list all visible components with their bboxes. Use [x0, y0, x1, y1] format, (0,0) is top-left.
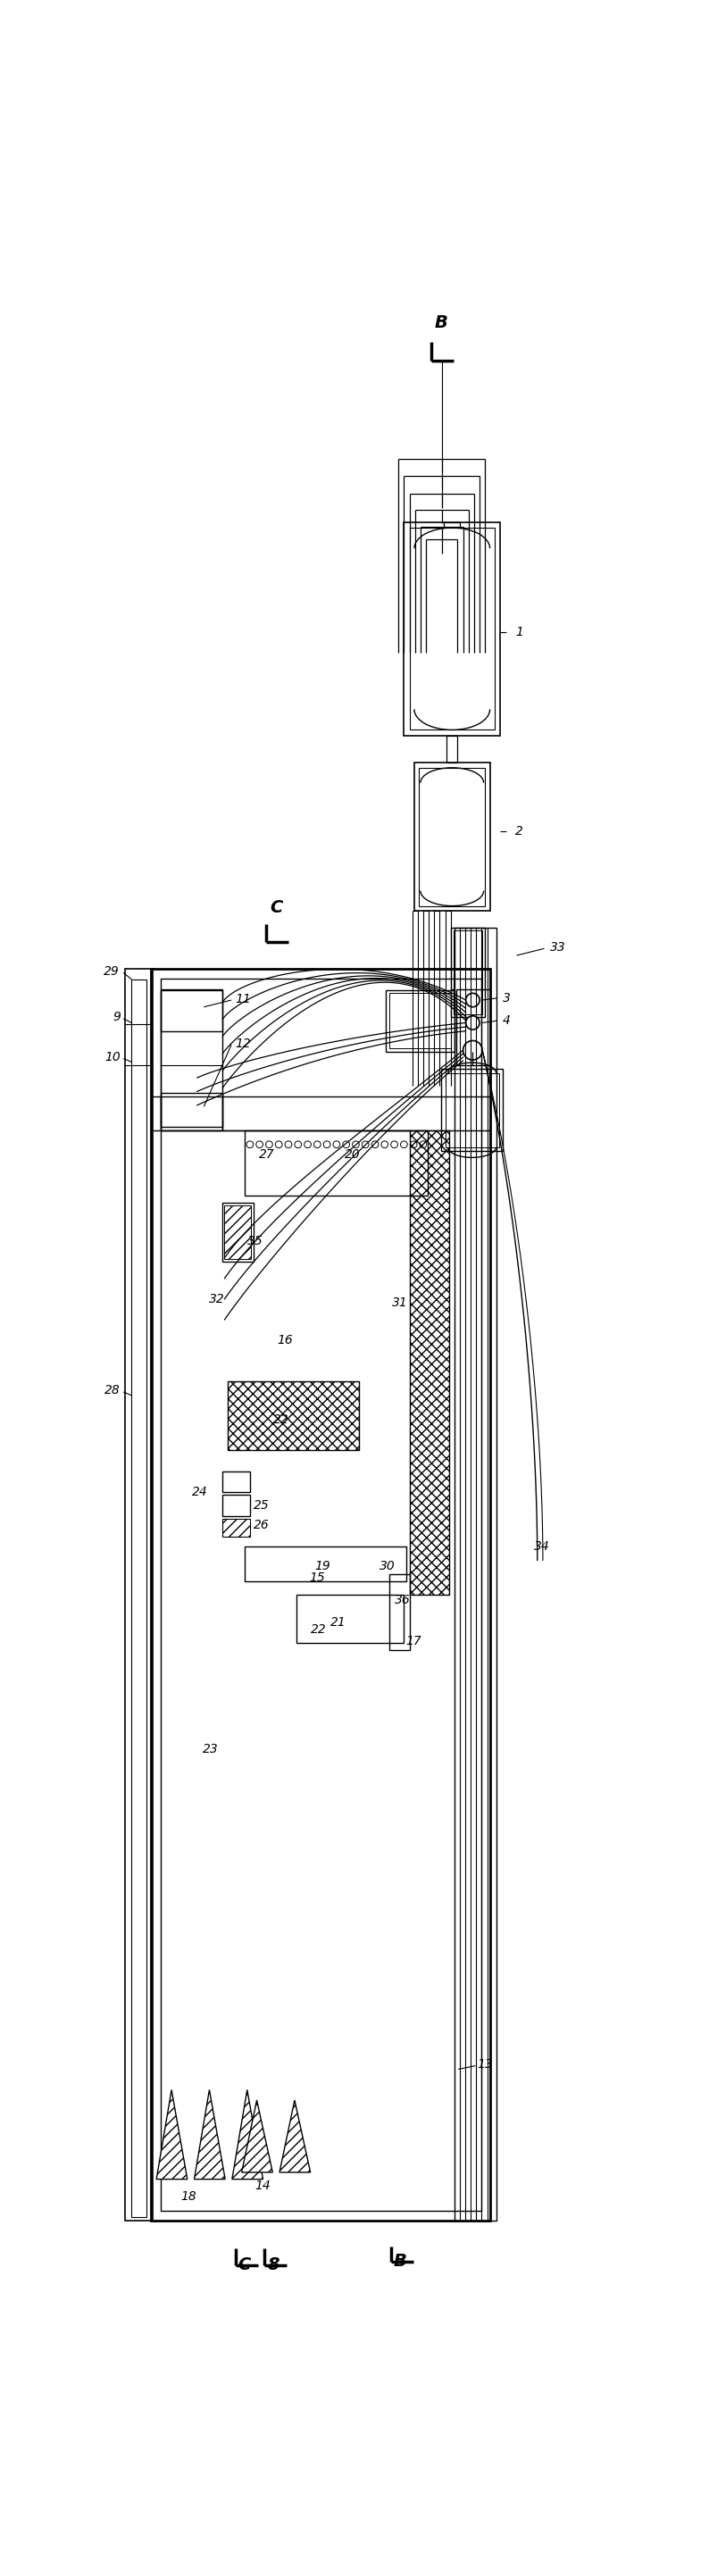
Bar	[409, 1131, 450, 1595]
Bar	[386, 989, 454, 1051]
Bar	[160, 989, 223, 1030]
Text: 31: 31	[391, 1296, 408, 1309]
Bar	[445, 1074, 499, 1146]
Text: 12: 12	[235, 1038, 251, 1048]
Bar	[419, 768, 485, 907]
Text: 9: 9	[113, 1010, 121, 1023]
Text: 17: 17	[406, 1636, 421, 1649]
Text: 13: 13	[477, 2058, 493, 2071]
Bar	[389, 994, 452, 1048]
Text: 26: 26	[253, 1517, 269, 1530]
Text: 18: 18	[181, 2190, 196, 2202]
Bar	[228, 1381, 359, 1450]
Circle shape	[323, 1141, 330, 1149]
Text: 33: 33	[549, 940, 566, 953]
Text: 16: 16	[277, 1334, 294, 1347]
Circle shape	[420, 1141, 427, 1149]
Bar	[296, 1595, 403, 1643]
Bar	[228, 1381, 359, 1450]
Text: 28: 28	[105, 1383, 121, 1396]
Polygon shape	[194, 2089, 225, 2179]
Circle shape	[314, 1141, 320, 1149]
Text: 22: 22	[274, 1414, 289, 1425]
Text: C: C	[238, 2257, 251, 2275]
Bar	[451, 927, 485, 1018]
Text: 21: 21	[330, 1615, 346, 1628]
Polygon shape	[242, 2099, 272, 2172]
Circle shape	[247, 1141, 253, 1149]
Text: 11: 11	[235, 992, 251, 1005]
Circle shape	[352, 1141, 359, 1149]
Circle shape	[285, 1141, 292, 1149]
Text: 8: 8	[267, 2257, 279, 2275]
Text: 24: 24	[192, 1486, 208, 1497]
Circle shape	[381, 1141, 388, 1149]
Circle shape	[410, 1141, 417, 1149]
Bar	[160, 979, 481, 2210]
Text: 32: 32	[208, 1293, 225, 1306]
Bar	[414, 762, 490, 912]
Text: 20: 20	[345, 1149, 361, 1162]
Text: 22: 22	[311, 1623, 326, 1636]
Text: 29: 29	[104, 966, 119, 976]
Bar	[409, 528, 495, 729]
Circle shape	[256, 1141, 263, 1149]
Circle shape	[401, 1141, 408, 1149]
Circle shape	[342, 1141, 350, 1149]
Text: B: B	[393, 2254, 406, 2269]
Bar	[404, 523, 500, 734]
Circle shape	[466, 1015, 479, 1030]
Text: 10: 10	[105, 1051, 121, 1064]
Circle shape	[333, 1141, 340, 1149]
Bar	[225, 1206, 251, 1260]
Text: 25: 25	[253, 1499, 269, 1512]
Bar	[441, 1069, 503, 1151]
Circle shape	[372, 1141, 379, 1149]
Text: 14: 14	[255, 2179, 270, 2192]
Circle shape	[266, 1141, 272, 1149]
Polygon shape	[157, 2089, 187, 2179]
Circle shape	[466, 994, 479, 1007]
Bar	[223, 1520, 250, 1535]
Circle shape	[275, 1141, 282, 1149]
Bar	[245, 1546, 407, 1582]
Text: 1: 1	[515, 626, 523, 639]
Text: B: B	[435, 314, 447, 332]
Polygon shape	[232, 2089, 263, 2179]
Circle shape	[362, 1141, 369, 1149]
Circle shape	[295, 1141, 301, 1149]
Bar	[151, 969, 491, 2221]
Text: 30: 30	[379, 1558, 395, 1571]
Bar	[160, 989, 223, 1131]
Text: C: C	[269, 899, 282, 914]
Bar	[389, 1574, 410, 1649]
Bar	[454, 930, 482, 1015]
Circle shape	[304, 1141, 311, 1149]
Text: 35: 35	[247, 1234, 263, 1247]
Text: 19: 19	[315, 1558, 330, 1571]
Polygon shape	[279, 2099, 311, 2172]
Text: 2: 2	[515, 824, 523, 837]
Text: 4: 4	[503, 1015, 511, 1028]
Text: 23: 23	[203, 1744, 218, 1757]
Text: 34: 34	[534, 1540, 549, 1553]
Bar	[245, 1131, 428, 1195]
Bar	[454, 927, 496, 2221]
Text: 15: 15	[309, 1571, 325, 1584]
Bar	[223, 1494, 250, 1515]
Circle shape	[463, 1041, 482, 1059]
Bar	[245, 1546, 407, 1582]
Text: 36: 36	[394, 1595, 410, 1607]
Bar	[456, 989, 491, 1066]
Text: 27: 27	[259, 1149, 274, 1162]
Bar	[132, 979, 147, 2218]
Bar	[125, 969, 152, 2221]
Bar	[160, 1092, 223, 1128]
Bar	[223, 1203, 253, 1262]
Bar	[223, 1471, 250, 1492]
Text: 3: 3	[503, 992, 511, 1005]
Circle shape	[391, 1141, 398, 1149]
